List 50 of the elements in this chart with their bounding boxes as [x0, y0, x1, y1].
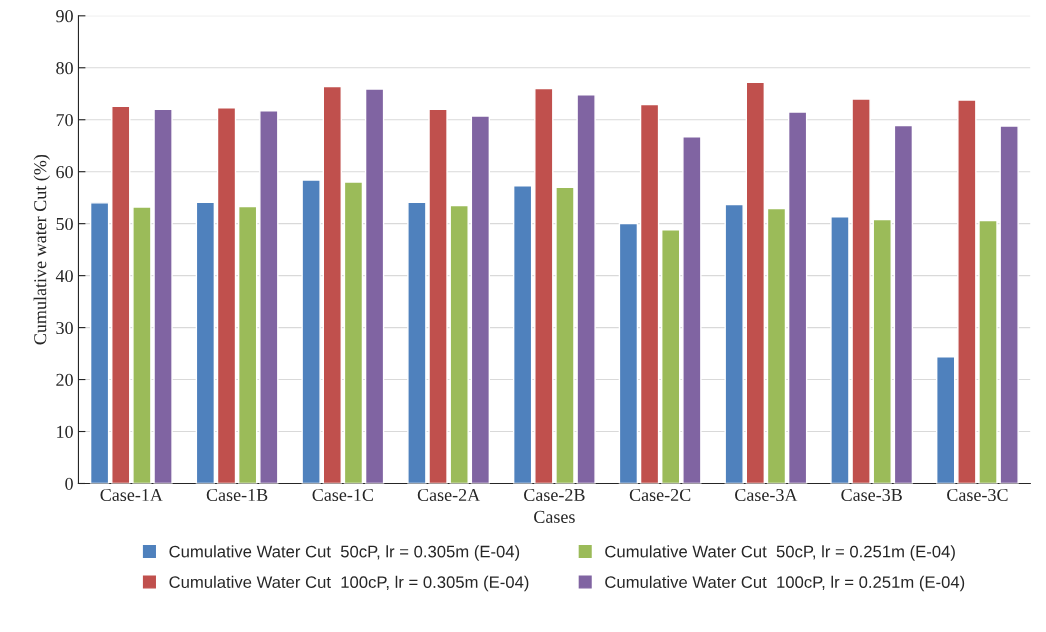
- x-tick-label: Case-1C: [312, 488, 373, 502]
- legend-label: Cumulative Water Cut 50cP, lr = 0.251m (E-04): [605, 545, 955, 561]
- y-tick-label: 50: [56, 217, 73, 231]
- y-tick-label: 40: [55, 269, 73, 283]
- bar: [724, 203, 744, 484]
- y-axis-title: Cumulative water Cut (%): [33, 154, 50, 345]
- x-tick-label: Case-1B: [206, 488, 268, 502]
- bar: [766, 207, 787, 484]
- bar: [195, 201, 216, 484]
- bar: [259, 110, 279, 484]
- bar: [745, 81, 766, 484]
- x-tick-label: Case-3B: [841, 488, 902, 502]
- y-tick-label: 90: [56, 10, 73, 23]
- bar: [449, 204, 469, 484]
- legend-label: Cumulative Water Cut 100cP, lr = 0.251m (E-04): [605, 575, 965, 592]
- bar: [639, 103, 660, 484]
- bar: [936, 355, 956, 484]
- bar: [512, 185, 533, 484]
- bar: [661, 229, 681, 484]
- bar: [893, 124, 914, 484]
- bar: [682, 136, 702, 484]
- bar: [111, 105, 131, 484]
- bar: [343, 181, 364, 484]
- x-tick-label: Case-2B: [524, 488, 585, 502]
- y-tick-label: 10: [57, 425, 73, 438]
- x-tick-label: Case-3C: [947, 488, 1008, 502]
- y-tick-label: 70: [56, 113, 73, 127]
- bar: [364, 88, 385, 484]
- y-tick-label: 20: [56, 373, 73, 386]
- bar: [216, 107, 237, 484]
- x-tick-label: Case-2A: [417, 488, 481, 502]
- bar: [787, 111, 808, 484]
- x-tick-label: Case-3A: [735, 488, 798, 502]
- bar: [237, 205, 258, 484]
- y-tick-label: 80: [56, 62, 73, 75]
- bar: [89, 202, 110, 484]
- legend-label: Cumulative Water Cut 100cP, lr = 0.305m (E-04): [169, 575, 529, 592]
- y-tick-label: 60: [56, 165, 73, 179]
- x-tick-label: Case-1A: [100, 488, 163, 502]
- bar: [618, 222, 639, 484]
- bar: [534, 87, 554, 484]
- legend-label: Cumulative Water Cut 50cP, lr = 0.305m (E-04): [169, 545, 520, 561]
- x-axis-title: Cases: [534, 510, 575, 523]
- bar: [470, 115, 491, 484]
- x-tick-label: Case-2C: [629, 488, 691, 502]
- bar: [301, 179, 321, 484]
- bar: [872, 218, 892, 484]
- bar: [322, 85, 342, 484]
- y-tick-label: 30: [56, 321, 73, 335]
- y-tick-label: 0: [65, 477, 73, 490]
